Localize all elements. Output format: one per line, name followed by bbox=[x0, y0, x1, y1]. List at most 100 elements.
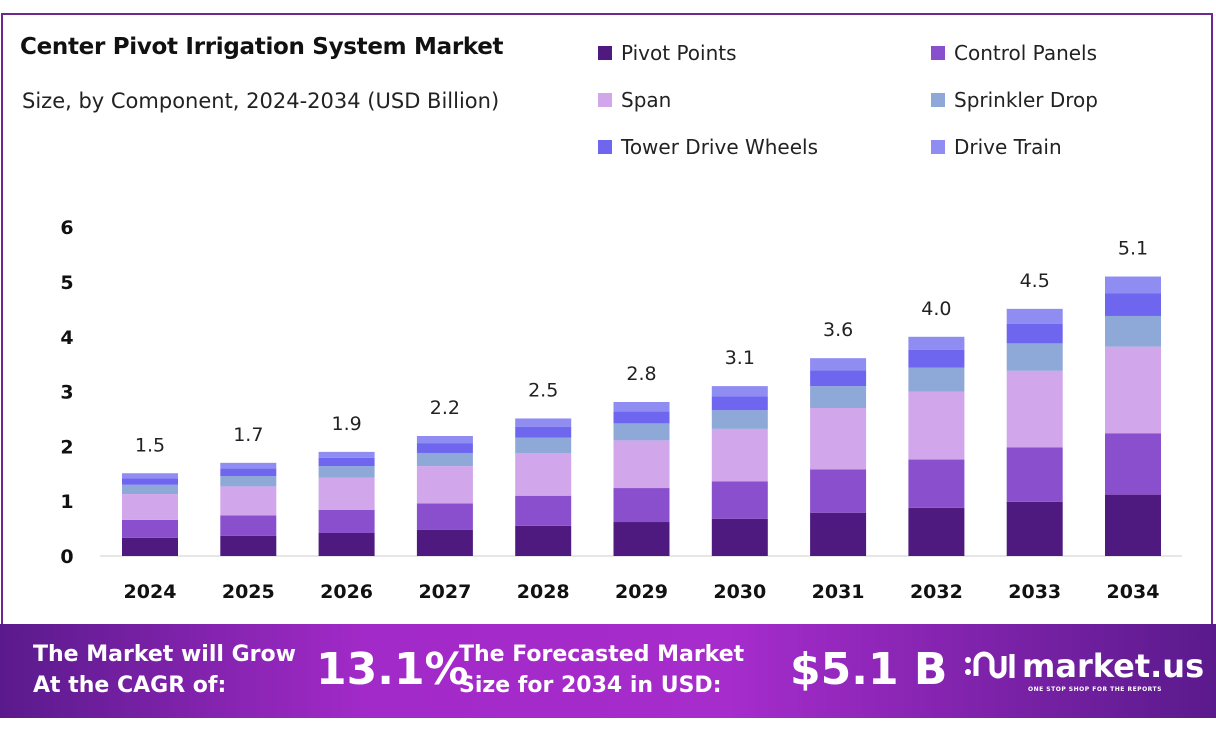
brand-logo-icon bbox=[965, 651, 1015, 679]
y-tick-label: 2 bbox=[60, 436, 73, 458]
legend-swatch bbox=[598, 93, 612, 107]
bar-segment bbox=[515, 495, 572, 526]
bar-segment bbox=[416, 466, 473, 504]
y-tick-label: 5 bbox=[60, 272, 73, 294]
bar-segment bbox=[220, 468, 277, 476]
bar-segment bbox=[416, 435, 473, 444]
bar-segment bbox=[711, 410, 768, 429]
y-tick-label: 0 bbox=[60, 546, 73, 568]
legend-item: Tower Drive Wheels bbox=[598, 135, 818, 159]
cagr-label-line1: The Market will Grow bbox=[33, 642, 296, 667]
bar-segment bbox=[318, 451, 375, 458]
bar-segment bbox=[1006, 370, 1063, 448]
forecast-label-line2: Size for 2034 in USD: bbox=[459, 673, 722, 698]
bar-segment bbox=[318, 532, 375, 556]
bar-segment bbox=[1006, 343, 1063, 371]
total-label: 5.1 bbox=[1118, 238, 1148, 260]
bar-segment bbox=[416, 452, 473, 467]
legend-item: Drive Train bbox=[931, 135, 1062, 159]
bar-segment bbox=[1105, 276, 1161, 294]
bar-segment bbox=[810, 469, 867, 513]
bar-segment bbox=[416, 443, 473, 453]
forecast-label-line1: The Forecasted Market bbox=[459, 642, 745, 667]
bar-segment bbox=[908, 391, 965, 460]
bar-segment bbox=[122, 478, 178, 485]
brand-tagline: ONE STOP SHOP FOR THE REPORTS bbox=[1028, 686, 1162, 693]
bar-segment bbox=[1105, 346, 1161, 434]
x-tick-label: 2027 bbox=[418, 581, 471, 603]
bar-segment bbox=[1105, 494, 1161, 556]
bar-segment bbox=[1105, 433, 1161, 495]
bar-segment bbox=[1006, 447, 1063, 502]
bar-segment bbox=[122, 519, 178, 538]
bar-segment bbox=[416, 503, 473, 530]
x-tick-label: 2032 bbox=[910, 581, 963, 603]
bar-segment bbox=[810, 370, 867, 387]
bar-segment bbox=[220, 535, 277, 556]
legend-item: Control Panels bbox=[931, 41, 1097, 65]
bar-segment bbox=[908, 336, 965, 350]
bar-segment bbox=[810, 386, 867, 409]
bar-segment bbox=[515, 426, 572, 438]
bar-segment bbox=[711, 396, 768, 411]
total-label: 2.8 bbox=[626, 363, 656, 385]
x-tick-label: 2026 bbox=[320, 581, 373, 603]
bar-segment bbox=[908, 507, 965, 556]
bar-segment bbox=[1105, 315, 1161, 347]
bar-segment bbox=[416, 529, 473, 556]
x-tick-label: 2034 bbox=[1107, 581, 1160, 603]
x-tick-label: 2030 bbox=[713, 581, 766, 603]
legend-swatch bbox=[598, 46, 612, 60]
legend-label: Tower Drive Wheels bbox=[621, 135, 819, 159]
bar-segment bbox=[711, 481, 768, 519]
y-tick-label: 4 bbox=[60, 327, 73, 349]
cagr-label-line2: At the CAGR of: bbox=[33, 673, 227, 698]
bar-segment bbox=[220, 486, 277, 516]
x-tick-label: 2028 bbox=[517, 581, 570, 603]
bar-segment bbox=[122, 473, 178, 479]
bar-segment bbox=[220, 475, 277, 487]
bar-segment bbox=[515, 525, 572, 556]
bar-segment bbox=[613, 488, 670, 523]
chart-plot: 0 1 2 3 4 5 6 1.5 2024 1.7 2025 1.9 2026 2.2 2027 2.5 20… bbox=[60, 217, 1182, 603]
total-label: 1.5 bbox=[135, 434, 165, 456]
forecast-value: $5.1 B bbox=[790, 644, 948, 695]
bar-segment bbox=[810, 358, 867, 371]
total-label: 4.0 bbox=[921, 298, 951, 320]
bar-segment bbox=[122, 484, 178, 495]
x-tick-label: 2031 bbox=[812, 581, 865, 603]
total-label: 4.5 bbox=[1020, 270, 1050, 292]
bar-segment bbox=[613, 402, 670, 412]
legend-item: Pivot Points bbox=[598, 41, 737, 65]
legend-swatch bbox=[931, 140, 945, 154]
legend-item: Sprinkler Drop bbox=[931, 88, 1098, 112]
total-label: 1.7 bbox=[233, 424, 263, 446]
bar-segment bbox=[220, 515, 277, 536]
bar-segment bbox=[613, 423, 670, 441]
bar-segment bbox=[711, 428, 768, 482]
total-label: 2.2 bbox=[430, 397, 460, 419]
x-tick-label: 2025 bbox=[222, 581, 275, 603]
legend-label: Drive Train bbox=[954, 135, 1062, 159]
chart-card bbox=[1, 13, 1213, 625]
bar-segment bbox=[810, 512, 867, 556]
bar-segment bbox=[1006, 501, 1063, 556]
footer-banner: The Market will Grow At the CAGR of: 13.… bbox=[0, 624, 1216, 718]
bar-segment bbox=[711, 386, 768, 397]
total-label: 2.5 bbox=[528, 379, 558, 401]
brand-name: market.us bbox=[1022, 647, 1205, 685]
bar-segment bbox=[613, 411, 670, 424]
chart-title: Center Pivot Irrigation System Market bbox=[20, 34, 504, 60]
bar-segment bbox=[318, 477, 375, 510]
bar-segment bbox=[318, 509, 375, 533]
x-tick-label: 2029 bbox=[615, 581, 668, 603]
y-tick-label: 1 bbox=[60, 491, 73, 513]
bar-segment bbox=[711, 518, 768, 556]
bar-segment bbox=[908, 459, 965, 508]
bar-segment bbox=[1006, 308, 1063, 324]
x-tick-label: 2024 bbox=[124, 581, 177, 603]
bar-segment bbox=[318, 466, 375, 478]
legend-label: Control Panels bbox=[954, 41, 1098, 65]
legend-label: Sprinkler Drop bbox=[954, 88, 1098, 112]
cagr-value: 13.1% bbox=[316, 644, 469, 695]
